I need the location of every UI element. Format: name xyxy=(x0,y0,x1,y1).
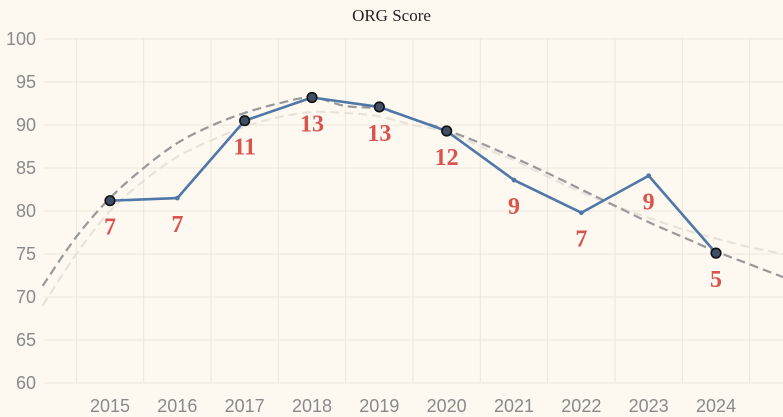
data-point-highlight xyxy=(710,247,722,259)
y-axis: 60 65 70 75 80 85 90 95 100 xyxy=(6,29,36,393)
series xyxy=(104,91,722,259)
x-tick-label: 2023 xyxy=(629,396,669,416)
trend-line xyxy=(41,110,783,307)
data-point xyxy=(646,173,652,179)
x-tick-label: 2018 xyxy=(292,396,332,416)
chart-title: ORG Score xyxy=(352,6,431,25)
data-label: 7 xyxy=(575,227,587,253)
grid-lines xyxy=(44,38,783,384)
y-tick-label: 95 xyxy=(16,72,36,92)
data-point xyxy=(174,195,180,201)
y-tick-label: 85 xyxy=(16,158,36,178)
data-point-highlight xyxy=(373,101,385,113)
y-tick-label: 100 xyxy=(6,29,36,49)
y-tick-label: 60 xyxy=(16,373,36,393)
trend-line xyxy=(41,96,783,287)
x-tick-label: 2019 xyxy=(359,396,399,416)
x-tick-label: 2022 xyxy=(561,396,601,416)
y-tick-label: 80 xyxy=(16,201,36,221)
trend-lines xyxy=(41,96,783,307)
data-label: 11 xyxy=(233,135,256,161)
y-tick-label: 75 xyxy=(16,244,36,264)
point-labels: 7 7 11 13 13 12 9 7 9 5 xyxy=(104,111,722,293)
data-point-highlight xyxy=(441,125,453,137)
series-line xyxy=(109,96,717,254)
x-tick-label: 2021 xyxy=(494,396,534,416)
x-tick-label: 2016 xyxy=(157,396,197,416)
data-label: 7 xyxy=(104,215,116,241)
data-point xyxy=(511,177,517,183)
x-axis: 2015 2016 2017 2018 2019 2020 2021 2022 2023 2024 xyxy=(90,396,736,416)
x-tick-label: 2015 xyxy=(90,396,130,416)
data-point-highlight xyxy=(104,195,116,207)
x-tick-label: 2017 xyxy=(225,396,265,416)
data-label: 9 xyxy=(508,194,520,220)
y-tick-label: 70 xyxy=(16,287,36,307)
y-tick-label: 90 xyxy=(16,115,36,135)
data-label: 5 xyxy=(710,267,722,293)
y-tick-label: 65 xyxy=(16,330,36,350)
data-label: 13 xyxy=(367,121,391,147)
data-point xyxy=(578,210,584,216)
data-label: 13 xyxy=(300,111,324,137)
x-tick-label: 2024 xyxy=(696,396,736,416)
x-tick-label: 2020 xyxy=(427,396,467,416)
data-point-highlight xyxy=(306,91,318,104)
data-label: 9 xyxy=(643,190,655,216)
data-label: 7 xyxy=(171,212,183,238)
data-label: 12 xyxy=(435,145,459,171)
data-point-highlight xyxy=(239,115,251,127)
